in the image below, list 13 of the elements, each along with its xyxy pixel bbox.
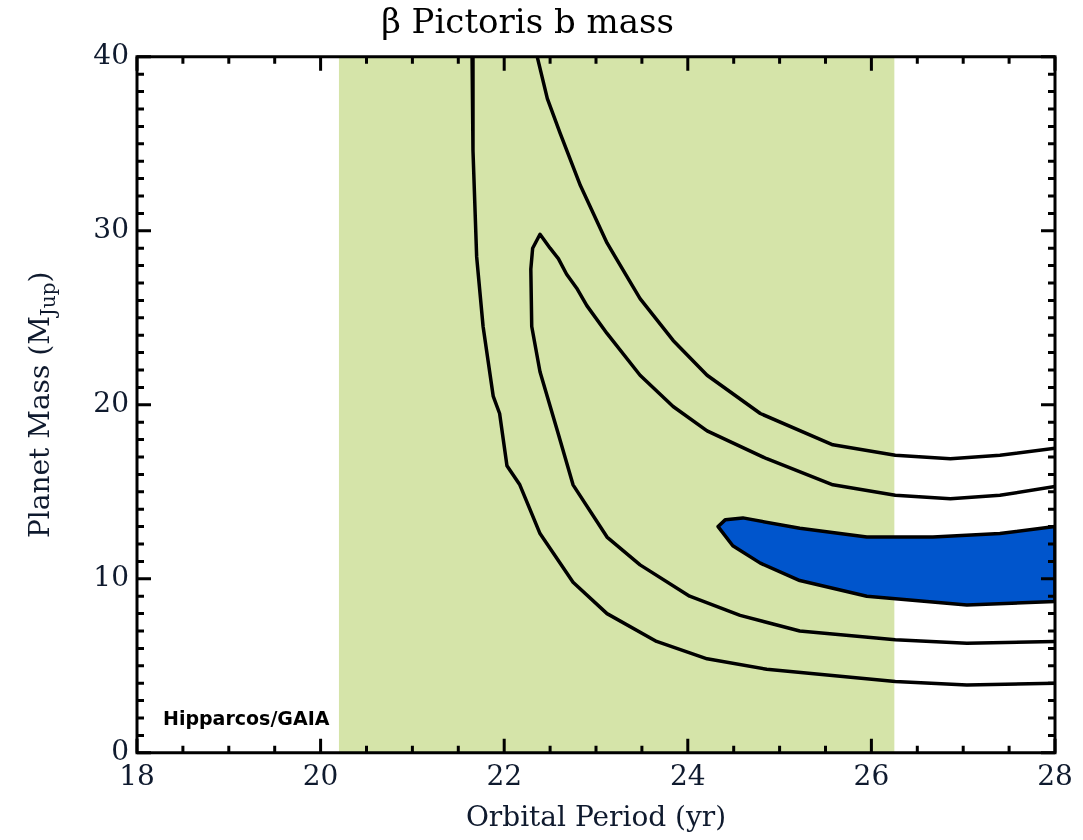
x-tick-label: 20 [302,758,339,792]
y-tick-label: 40 [93,38,129,72]
y-axis-title: Planet Mass (MJup) [23,271,61,539]
x-tick-label: 22 [486,758,523,792]
annotation: Hipparcos/GAIA [163,706,330,729]
y-tick-label: 10 [93,560,129,594]
x-tick-label: 24 [669,758,706,792]
x-axis-title: Orbital Period (yr) [465,800,727,834]
y-tick-label: 30 [93,212,129,246]
x-tick-label: 26 [853,758,890,792]
y-tick-label: 20 [93,386,129,420]
chart-title: β Pictoris b mass [381,1,674,42]
x-tick-label: 28 [1037,758,1073,792]
